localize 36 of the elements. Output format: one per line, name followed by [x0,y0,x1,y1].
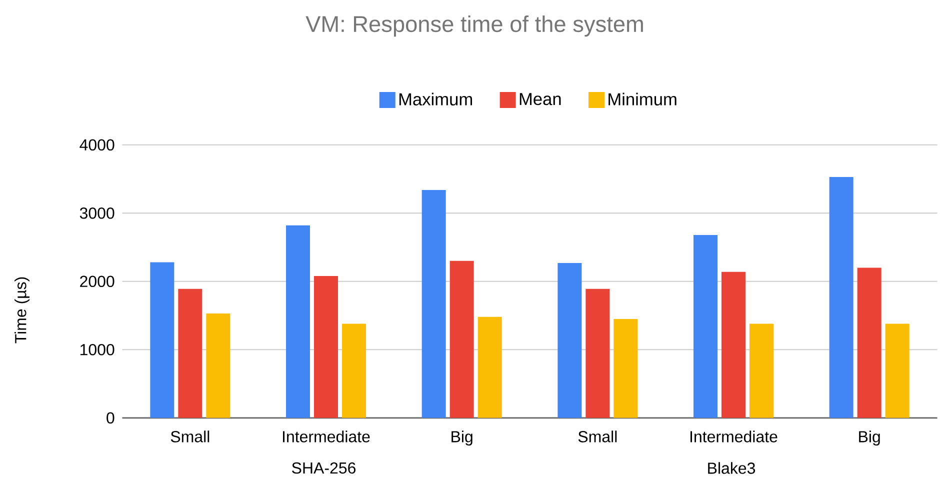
x-tick-label: Big [452,430,472,446]
bar [178,288,202,418]
bar [150,262,174,418]
legend-label: Mean [520,93,561,106]
bar [857,268,882,418]
y-axis-title: Time (µs) [14,277,30,344]
x-tick-label: Big [859,430,880,446]
legend-label: Minimum [608,92,676,106]
bar [286,225,310,418]
bar [314,276,338,418]
text: Blake3 [708,462,756,474]
bar [206,313,230,418]
bar [342,324,366,418]
y-tick-label: 0 [106,412,114,424]
bar [885,324,910,418]
bar [558,262,582,418]
chart-title: VM: Response time of the system [306,15,643,37]
text: SHA-256 [292,462,356,474]
bar [721,272,746,418]
x-tick-label: Small [578,430,617,442]
bar [586,288,610,418]
y-tick-label: 4000 [80,139,114,151]
bar [614,318,638,418]
bar [829,176,854,418]
bar [450,260,474,418]
y-tick-label: 1000 [80,344,114,356]
bar [693,234,718,418]
bar [478,316,502,418]
x-tick-label: Intermediate [690,430,778,442]
bar [422,190,446,418]
legend-label: Maximum [399,92,472,106]
y-tick-label: 2000 [80,276,114,288]
y-tick-label: 3000 [80,207,114,219]
x-tick-label: Intermediate [283,430,370,442]
x-tick-label: Small [170,430,210,442]
bar [749,324,774,418]
